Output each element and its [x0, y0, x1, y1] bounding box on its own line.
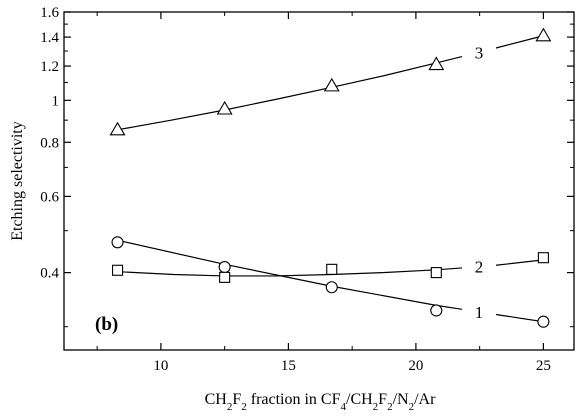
series-1-point: [325, 281, 338, 294]
x-axis-title-subscript: 2: [387, 401, 393, 413]
x-axis-title: CH2F2 fraction in CF4/CH2F2/N2/Ar: [205, 391, 436, 413]
x-axis-title-text: F: [378, 391, 387, 408]
x-axis-title-subscript: 2: [241, 401, 247, 413]
series-2-label: 2: [475, 258, 484, 277]
y-tick-label: 1.2: [40, 59, 59, 75]
series-3-point: [535, 27, 552, 42]
series-1-point: [218, 260, 231, 274]
y-tick-label: 0.4: [40, 266, 59, 282]
series-2-point: [326, 263, 338, 275]
series-2-point: [219, 271, 231, 283]
x-axis-title-text: fraction in CF: [247, 391, 341, 408]
x-axis-title-subscript: 2: [409, 401, 415, 413]
x-tick-label: 15: [281, 358, 296, 374]
x-axis-title-subscript: 2: [227, 401, 233, 413]
series-1-point: [111, 236, 124, 249]
y-axis-title: Etching selectivity: [9, 121, 26, 241]
x-axis-title-text: CH: [205, 391, 228, 408]
y-tick-label: 1.6: [40, 5, 59, 21]
x-tick-label: 25: [536, 358, 551, 374]
series-3-fit-line: [117, 35, 544, 131]
x-axis-title-text: /CH: [346, 391, 373, 408]
y-tick-label: 0.8: [40, 135, 59, 151]
y-tick-label: 1.4: [40, 30, 59, 46]
x-axis-title-subscript: 2: [373, 401, 379, 413]
series-3-label: 3: [475, 43, 484, 62]
series-2-point: [537, 252, 549, 264]
series-2-fit-line: [117, 259, 544, 277]
axes: 10 15 20 25 0.4 0.6 0.8 1 1.2 1.4 1.6: [40, 5, 574, 374]
y-tick-label: 1: [52, 93, 60, 109]
panel-label: (b): [95, 314, 118, 335]
x-axis-title-text: F: [232, 391, 241, 408]
series-1-point: [430, 304, 443, 317]
series-3-point: [428, 56, 445, 71]
series-2-point: [430, 267, 442, 279]
series-3-point: [323, 77, 340, 92]
y-tick-label: 0.6: [40, 189, 59, 205]
plot-marks: 1 2 3: [109, 27, 552, 328]
x-tick-label: 10: [153, 358, 168, 374]
x-axis-title-subscript: 4: [341, 401, 347, 413]
series-3-point: [216, 100, 233, 115]
x-axis-title-text: /N: [393, 391, 409, 408]
series-2-point: [112, 264, 124, 276]
series-3-point: [109, 121, 126, 136]
series-1-point: [537, 315, 550, 328]
series-1-label: 1: [475, 303, 484, 322]
x-tick-label: 20: [408, 358, 423, 374]
plot-frame: [63, 11, 575, 351]
x-axis-title-text: /Ar: [414, 391, 436, 408]
